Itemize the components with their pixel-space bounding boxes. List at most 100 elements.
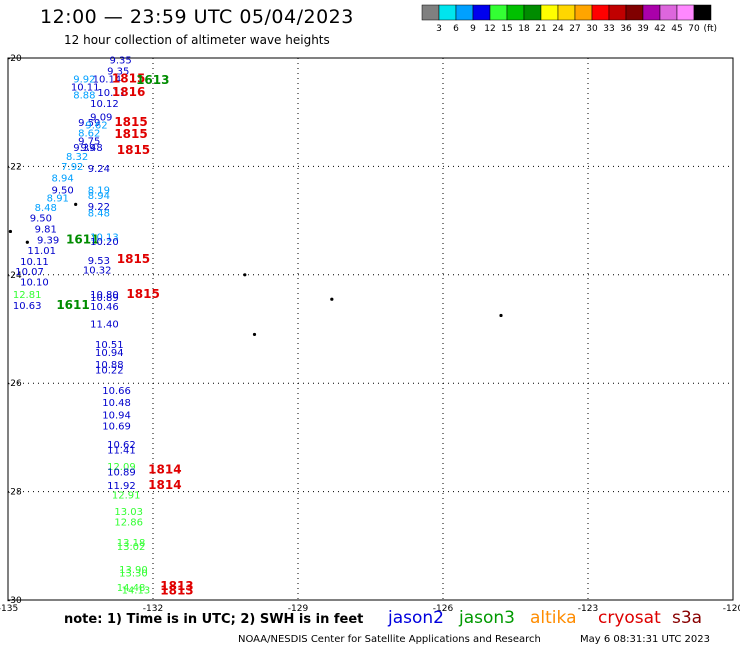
wave-height-label: 8.48 — [35, 203, 57, 214]
wave-height-label: 9.62 — [85, 120, 107, 131]
pass-time-label: 1814 — [148, 478, 181, 492]
legend-label: 33 — [603, 24, 614, 34]
wave-height-label: 8.32 — [66, 152, 88, 163]
legend-label: 39 — [637, 24, 649, 34]
wave-height-label: 7.92 — [61, 162, 83, 173]
lon-tick-label: -132 — [143, 604, 163, 614]
wave-height-label: 9.22 — [88, 202, 110, 213]
island-marker — [25, 240, 29, 244]
wave-height-label: 10.10 — [20, 278, 49, 289]
pass-time-label: 1611 — [66, 232, 99, 246]
legend-swatch — [642, 4, 661, 21]
wave-height-label: 10.89 — [107, 467, 136, 478]
legend-label: 12 — [484, 24, 495, 34]
island-marker — [499, 313, 503, 318]
pass-time-label: 1815 — [114, 127, 147, 141]
wave-height-label: 13.90 — [119, 565, 148, 576]
legend-swatch — [557, 4, 576, 21]
wave-height-label: 8.19 — [88, 186, 110, 197]
wave-height-label: 13.18 — [117, 538, 146, 549]
wave-height-label: 8.94 — [88, 191, 110, 202]
wave-labels: 9.359.359.9210.141815161310.1110.1118168… — [13, 55, 194, 597]
footer-note: note: 1) Time is in UTC; 2) SWH is in fe… — [64, 612, 364, 627]
wave-height-label: 9.75 — [78, 137, 100, 148]
wave-height-label: 9.50 — [52, 186, 74, 197]
lat-tick-label: -26 — [7, 379, 22, 389]
generated-timestamp: May 6 08:31:31 UTC 2023 — [580, 634, 710, 645]
map-frame — [7, 57, 734, 601]
wave-height-label: 10.51 — [95, 340, 124, 351]
pass-time-label: 1814 — [148, 463, 181, 477]
legend-swatch — [523, 4, 542, 21]
wave-height-label: 10.11 — [20, 257, 49, 268]
legend-swatch — [625, 4, 644, 21]
island-marker — [330, 297, 334, 301]
legend-label: 27 — [569, 24, 580, 34]
wave-height-label: 9.50 — [30, 214, 52, 225]
lon-tick-label: -120 — [723, 604, 740, 614]
legend-swatch — [455, 4, 474, 21]
wave-height-label: 8.94 — [52, 174, 74, 185]
wave-height-label: 10.20 — [90, 237, 119, 248]
wave-height-label: 10.13 — [90, 233, 119, 244]
wave-height-label: 10.14 — [93, 74, 122, 85]
islands — [8, 202, 503, 337]
pass-time-label: 1815 — [117, 143, 150, 157]
lon-tick-label: -135 — [0, 604, 18, 614]
pass-time-label: 1611 — [56, 298, 89, 312]
legend-swatch — [693, 4, 712, 21]
wave-height-label: 11.01 — [27, 246, 56, 257]
legend-label: 24 — [552, 24, 564, 34]
legend-swatch — [608, 4, 627, 21]
satellite-label-s3a: s3a — [672, 608, 703, 628]
wave-height-label: 9.39 — [37, 235, 59, 246]
legend-swatch — [421, 4, 440, 21]
map-grid — [8, 58, 733, 600]
wave-height-label: 13.02 — [117, 542, 146, 553]
wave-height-label: 9.24 — [88, 164, 110, 175]
lon-tick-label: -123 — [578, 604, 598, 614]
lat-tick-label: -20 — [7, 54, 22, 64]
satellite-label-jason3: jason3 — [459, 608, 515, 628]
wave-height-label: 8.91 — [47, 194, 69, 205]
legend-label: 21 — [535, 24, 546, 34]
wave-height-label: 10.69 — [102, 421, 131, 432]
wave-height-label: 13.03 — [114, 507, 143, 518]
lat-tick-label: -24 — [7, 271, 22, 281]
wave-height-label: 10.48 — [102, 398, 131, 409]
legend-label: 30 — [586, 24, 598, 34]
wave-height-label: 10.80 — [90, 290, 119, 301]
lat-tick-label: -30 — [7, 596, 22, 606]
credit-text: NOAA/NESDIS Center for Satellite Applica… — [238, 634, 541, 645]
legend-swatch — [506, 4, 525, 21]
island-marker — [252, 332, 257, 337]
wave-height-label: 9.48 — [81, 143, 103, 154]
pass-time-label: 1815 — [126, 287, 159, 301]
legend-unit: (ft) — [703, 24, 717, 34]
island-marker — [8, 229, 13, 234]
pass-time-label: 1815 — [114, 115, 147, 129]
wave-height-label: 11.41 — [107, 446, 136, 457]
pass-time-label: 1816 — [112, 85, 145, 99]
legend-swatch — [472, 4, 491, 21]
wave-height-label: 10.22 — [95, 365, 124, 376]
wave-height-label: 10.62 — [107, 440, 136, 451]
legend-label: 36 — [620, 24, 632, 34]
wave-height-label: 10.89 — [90, 293, 119, 304]
wave-height-label: 14.13 — [122, 585, 151, 596]
legend-swatch — [659, 4, 678, 21]
wave-height-label: 13.30 — [119, 569, 148, 580]
wave-height-label: 9.53 — [88, 256, 110, 267]
page-subtitle: 12 hour collection of altimeter wave hei… — [64, 33, 330, 47]
island-marker — [243, 273, 247, 277]
legend-label: 70 — [688, 24, 700, 34]
wave-height-label: 12.86 — [114, 518, 143, 529]
wave-height-label: 9.35 — [107, 66, 129, 77]
legend-swatch — [540, 4, 559, 21]
pass-time-label: 1613 — [136, 73, 169, 87]
wave-height-label: 10.94 — [95, 348, 124, 359]
wave-height-label: 14.48 — [117, 583, 146, 594]
legend-swatch — [489, 4, 508, 21]
wave-height-label: 8.48 — [88, 208, 110, 219]
